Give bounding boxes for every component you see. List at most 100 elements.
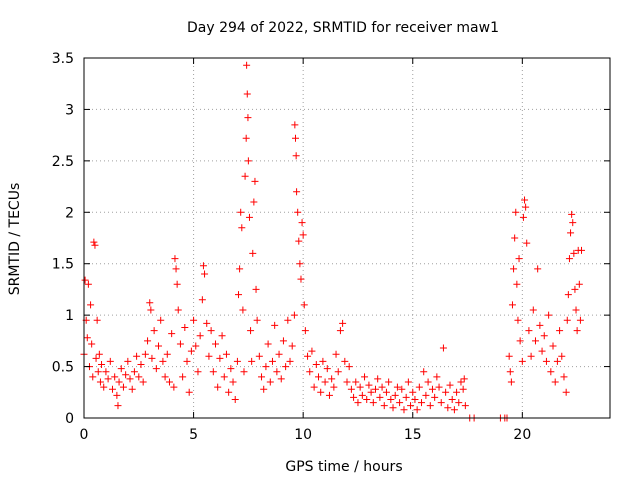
data-point	[570, 249, 578, 257]
data-point	[209, 368, 217, 376]
data-point	[258, 373, 266, 381]
data-point	[106, 357, 114, 365]
y-tick-label: 2.5	[52, 154, 74, 170]
data-point	[453, 388, 461, 396]
data-point	[572, 306, 580, 314]
data-point	[508, 301, 516, 309]
data-point	[117, 365, 125, 373]
y-tick-label: 0.5	[52, 360, 74, 376]
x-tick-label: 5	[189, 427, 198, 443]
data-point	[227, 365, 235, 373]
data-point	[126, 375, 134, 383]
data-point	[529, 306, 537, 314]
data-point	[569, 219, 577, 227]
data-point	[361, 373, 369, 381]
data-point	[290, 311, 298, 319]
data-point	[94, 368, 102, 376]
data-point	[428, 385, 436, 393]
y-tick-label: 0	[65, 411, 74, 427]
data-point	[455, 399, 463, 407]
y-tick-label: 1.5	[52, 257, 74, 273]
data-point	[446, 381, 454, 389]
data-point	[244, 114, 252, 122]
data-point	[328, 375, 336, 383]
data-point	[89, 373, 97, 381]
data-point	[389, 404, 397, 412]
data-point	[310, 383, 318, 391]
data-points	[80, 61, 586, 422]
data-point	[431, 393, 439, 401]
x-tick-label: 20	[513, 427, 531, 443]
data-point	[161, 373, 169, 381]
data-point	[396, 399, 404, 407]
data-point	[218, 332, 226, 340]
data-point	[157, 316, 165, 324]
data-point	[144, 337, 152, 345]
data-point	[247, 327, 255, 335]
data-point	[573, 327, 581, 335]
data-point	[323, 365, 331, 373]
data-point	[563, 316, 571, 324]
data-point	[282, 363, 290, 371]
data-point	[343, 378, 351, 386]
data-point	[531, 337, 539, 345]
data-point	[291, 134, 299, 142]
data-point	[347, 385, 355, 393]
data-point	[137, 361, 145, 369]
data-point	[165, 378, 173, 386]
data-point	[363, 395, 371, 403]
data-point	[376, 393, 384, 401]
data-point	[415, 383, 423, 391]
data-point	[547, 368, 555, 376]
data-point	[345, 363, 353, 371]
data-point	[553, 357, 561, 365]
data-point	[128, 385, 136, 393]
data-point	[380, 402, 388, 410]
data-point	[293, 188, 301, 196]
data-point	[241, 172, 249, 180]
data-point	[567, 229, 575, 237]
data-point	[542, 357, 550, 365]
data-point	[122, 371, 130, 379]
data-point	[124, 357, 132, 365]
data-point	[409, 388, 417, 396]
data-point	[198, 296, 206, 304]
data-point	[207, 327, 215, 335]
data-point	[407, 402, 415, 410]
data-point	[565, 255, 573, 263]
data-point	[306, 368, 314, 376]
data-point	[266, 378, 274, 386]
data-point	[564, 291, 572, 299]
data-point	[545, 311, 553, 319]
data-point	[96, 378, 104, 386]
data-point	[301, 327, 309, 335]
data-point	[402, 393, 410, 401]
data-point	[242, 134, 250, 142]
data-point	[549, 342, 557, 350]
data-point	[512, 208, 520, 216]
data-point	[413, 406, 421, 414]
data-point	[147, 306, 155, 314]
data-point	[252, 285, 260, 293]
data-point	[378, 383, 386, 391]
data-point	[248, 357, 256, 365]
x-tick-label: 15	[404, 427, 422, 443]
data-point	[199, 262, 207, 270]
data-point	[203, 319, 211, 327]
data-point	[457, 378, 465, 386]
data-point	[108, 385, 116, 393]
data-point	[87, 301, 95, 309]
data-point	[510, 265, 518, 273]
y-tick-label: 1	[65, 308, 74, 324]
data-point	[511, 234, 519, 242]
data-point	[295, 237, 303, 245]
data-point	[448, 395, 456, 403]
data-point	[536, 321, 544, 329]
data-point	[393, 383, 401, 391]
data-point	[450, 406, 458, 414]
data-point	[279, 337, 287, 345]
data-point	[212, 340, 219, 348]
data-point	[575, 280, 583, 288]
x-tick-label: 10	[294, 427, 312, 443]
data-point	[95, 350, 103, 358]
